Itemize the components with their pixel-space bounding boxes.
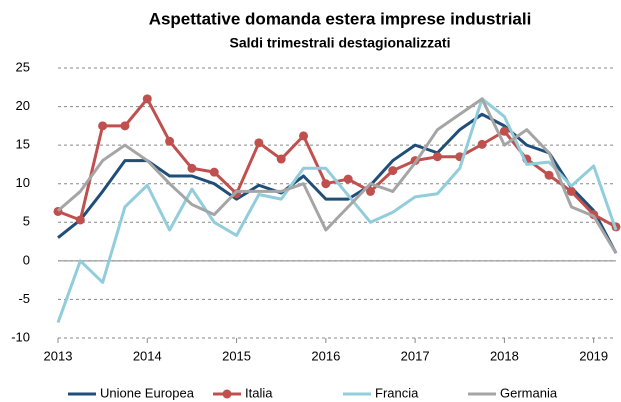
series-line: [57, 97, 618, 254]
chart-title: Aspettative domanda estera imprese indus…: [149, 9, 532, 28]
x-tick-label: 2013: [44, 348, 73, 363]
point: [75, 215, 85, 225]
x-tick-label: 2017: [401, 348, 430, 363]
legend-marker: [222, 389, 232, 399]
point: [254, 138, 264, 148]
point: [388, 166, 398, 176]
point: [209, 167, 219, 177]
x-tick-label: 2014: [133, 348, 162, 363]
point: [321, 179, 331, 189]
point: [365, 186, 375, 196]
point: [120, 121, 130, 131]
point: [499, 126, 509, 136]
y-tick-label: 10: [16, 175, 30, 190]
y-tick-label: 25: [16, 59, 30, 74]
y-tick-label: 5: [23, 214, 30, 229]
series-line: [56, 97, 618, 324]
point: [98, 121, 108, 131]
point: [299, 131, 309, 141]
point: [343, 174, 353, 184]
legend-label: Germania: [500, 385, 558, 400]
legend-label: Italia: [245, 385, 273, 400]
y-tick-label: 20: [16, 98, 30, 113]
point: [187, 163, 197, 173]
point: [276, 154, 286, 164]
y-tick-label: -10: [11, 329, 30, 344]
point: [544, 170, 554, 180]
x-tick-label: 2018: [490, 348, 519, 363]
point: [477, 139, 487, 149]
point: [142, 94, 152, 104]
point: [566, 186, 576, 196]
x-tick-label: 2015: [222, 348, 251, 363]
legend-label: Unione Europea: [100, 385, 195, 400]
x-tick-label: 2019: [579, 348, 608, 363]
x-tick-label: 2016: [311, 348, 340, 363]
y-tick-label: 15: [16, 137, 30, 152]
point: [432, 152, 442, 162]
y-tick-label: -5: [18, 291, 30, 306]
y-tick-label: 0: [23, 252, 30, 267]
chart-subtitle: Saldi trimestrali destagionalizzati: [230, 35, 451, 51]
point: [165, 136, 175, 146]
legend-label: Francia: [375, 385, 419, 400]
